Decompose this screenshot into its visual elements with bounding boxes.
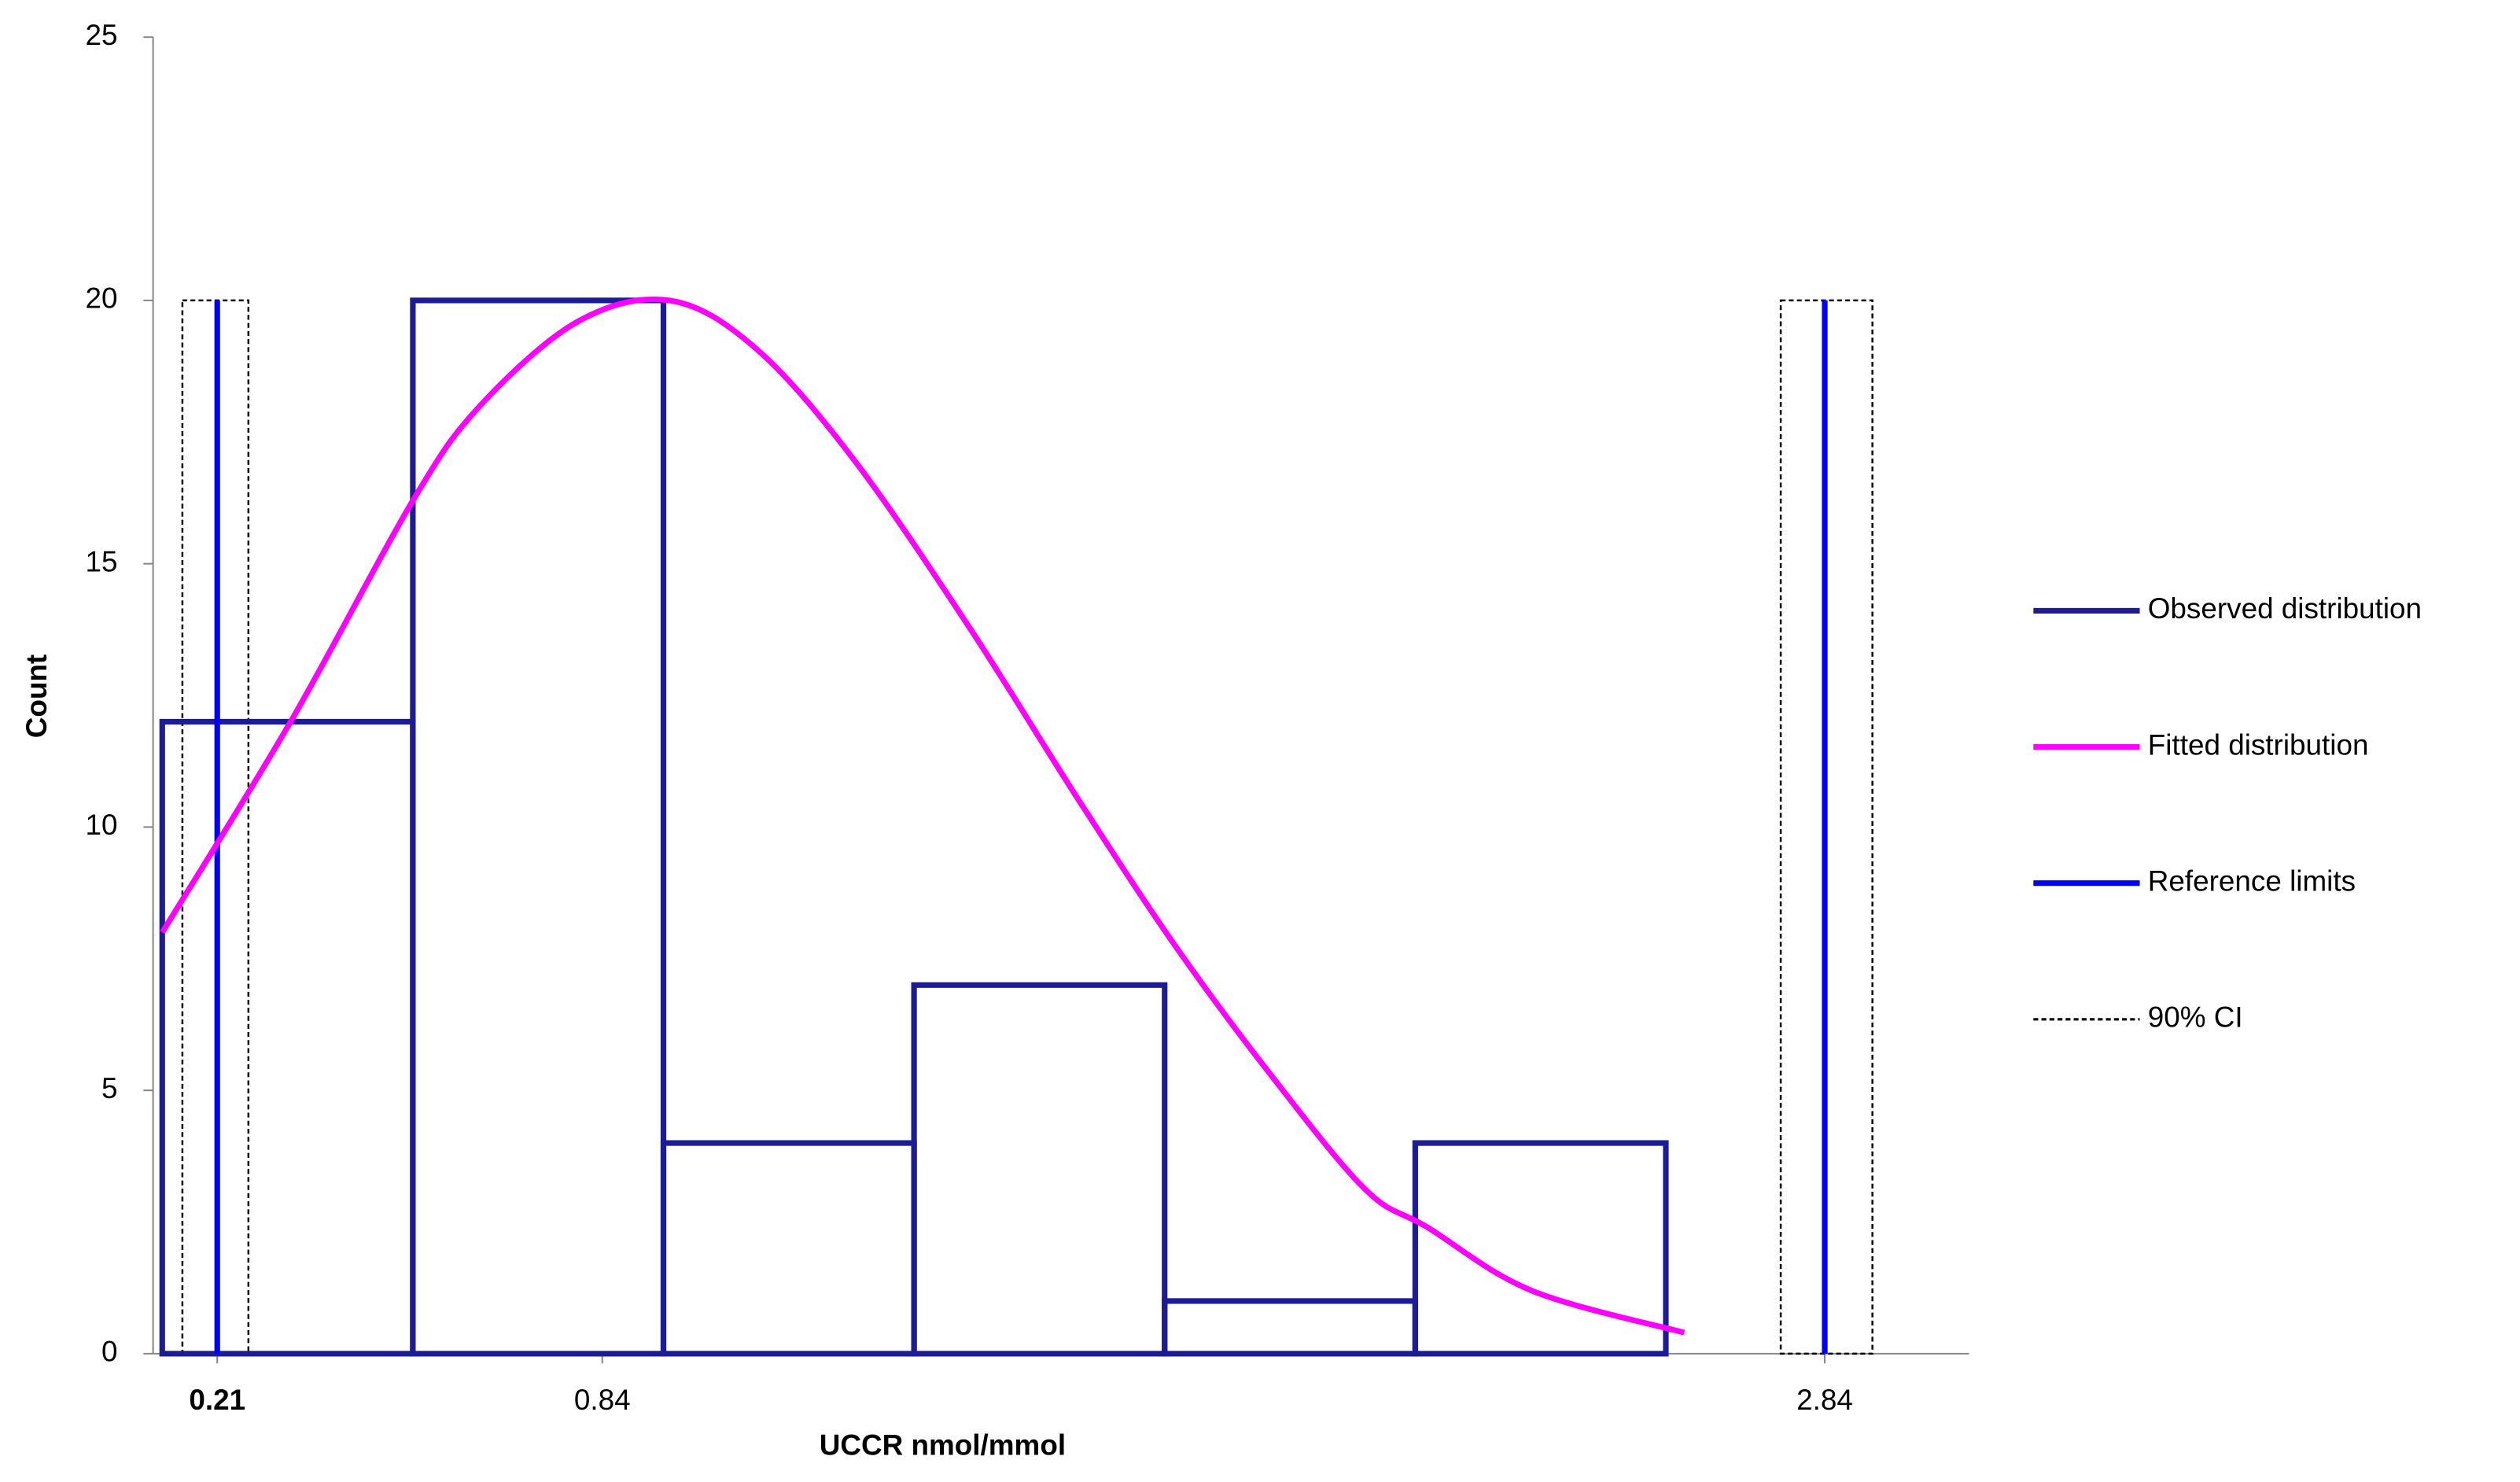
bar bbox=[159, 718, 416, 1357]
y-axis-title: Count bbox=[20, 654, 53, 738]
x-tick-label: 0.84 bbox=[574, 1384, 631, 1416]
legend-label: 90% CI bbox=[2148, 1001, 2243, 1034]
y-tick-label: 0 bbox=[101, 1336, 118, 1368]
bar bbox=[1412, 1140, 1669, 1357]
legend-label: Fitted distribution bbox=[2148, 728, 2369, 761]
legend-label: Reference limits bbox=[2148, 864, 2356, 897]
bar bbox=[1162, 1298, 1418, 1357]
bar bbox=[660, 1140, 917, 1357]
y-tick-label: 15 bbox=[86, 545, 118, 577]
y-tick-label: 25 bbox=[86, 19, 118, 51]
y-tick-label: 10 bbox=[86, 809, 118, 841]
y-tick-label: 5 bbox=[101, 1072, 118, 1104]
bar bbox=[911, 982, 1168, 1357]
legend-label: Observed distribution bbox=[2148, 592, 2422, 625]
x-tick-label: 0.21 bbox=[189, 1384, 245, 1416]
y-tick-label: 20 bbox=[86, 282, 118, 315]
bar bbox=[410, 297, 667, 1357]
x-axis-title: UCCR nmol/mmol bbox=[820, 1429, 1066, 1461]
fitted-curve bbox=[160, 296, 1686, 1336]
x-tick-label: 2.84 bbox=[1796, 1384, 1853, 1416]
